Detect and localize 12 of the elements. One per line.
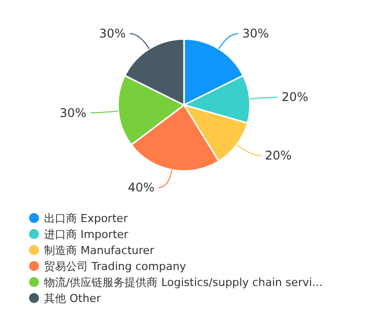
data-label: 30% [60,106,86,120]
legend-label: 其他 Other [44,292,102,305]
data-label: 30% [99,26,126,41]
data-label: 20% [282,90,308,104]
data-label: 40% [128,180,155,195]
legend-label: 出口商 Exporter [44,212,128,225]
legend-label: 物流/供应链服务提供商 Logistics/supply chain servi... [44,276,323,289]
data-label: 30% [242,26,269,41]
legend-label: 制造商 Manufacturer [44,244,155,257]
data-label: 20% [265,148,292,163]
legend-label: 进口商 Importer [44,228,129,241]
legend-label: 贸易公司 Trading company [44,260,187,273]
